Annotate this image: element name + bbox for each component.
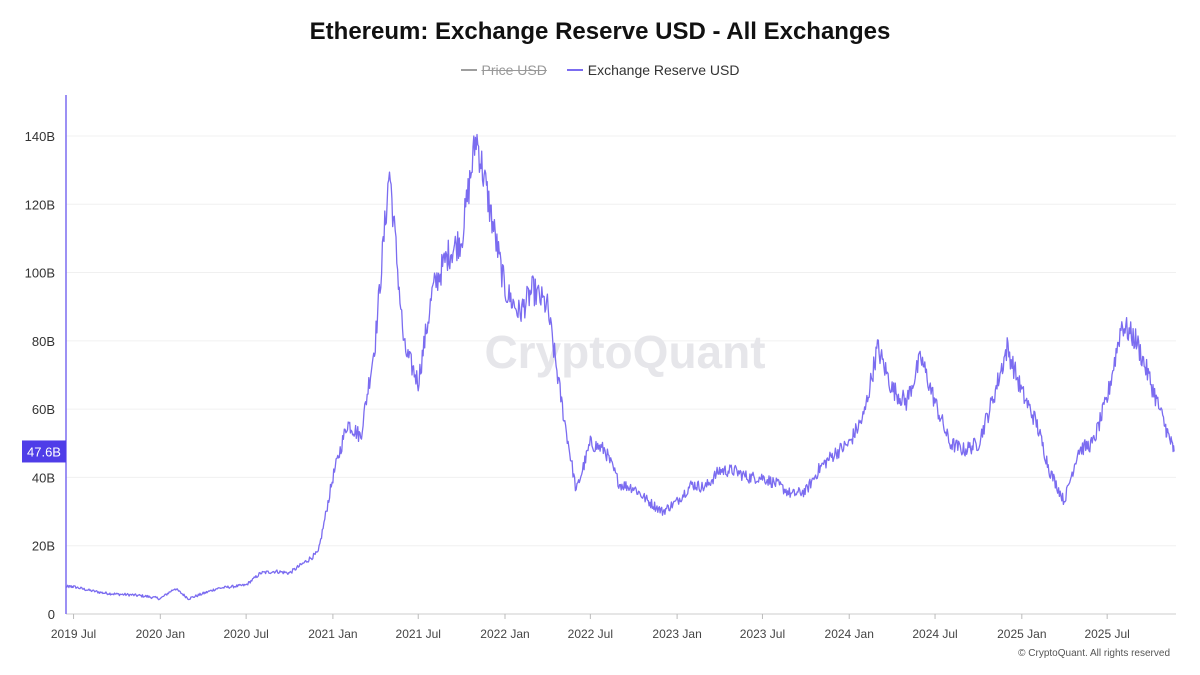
legend-item-exchange-reserve-usd[interactable]: Exchange Reserve USD bbox=[566, 62, 740, 78]
y-tick-label: 0 bbox=[48, 607, 55, 622]
x-tick-label: 2025 Jul bbox=[1084, 627, 1129, 641]
y-tick-label: 20B bbox=[32, 539, 55, 554]
x-tick-label: 2021 Jul bbox=[396, 627, 441, 641]
legend-swatch-exchange-reserve-usd bbox=[566, 69, 583, 71]
y-tick-label: 140B bbox=[25, 129, 55, 144]
value-labels: 47.6B bbox=[22, 440, 66, 463]
chart-legend: Price USD Exchange Reserve USD bbox=[0, 58, 1200, 78]
y-tick-label: 80B bbox=[32, 334, 55, 349]
axes: 0 20B 40B 60B 80B 100B 120B 140B 2019 Jul 2020 Ja… bbox=[25, 95, 1176, 641]
legend-label-exchange-reserve-usd: Exchange Reserve USD bbox=[587, 62, 740, 78]
x-tick-label: 2021 Jan bbox=[308, 627, 357, 641]
plot-area[interactable] bbox=[65, 133, 1175, 601]
x-tick-label: 2019 Jul bbox=[51, 627, 96, 641]
current-value-badge bbox=[22, 440, 66, 463]
x-tick-label: 2020 Jan bbox=[136, 627, 185, 641]
x-tick-label: 2023 Jul bbox=[740, 627, 785, 641]
y-tick-label: 120B bbox=[25, 197, 55, 212]
x-tick-label: 2022 Jan bbox=[480, 627, 529, 641]
x-tick-label: 2022 Jul bbox=[568, 627, 613, 641]
legend-swatch-price-usd bbox=[460, 69, 477, 71]
y-tick-label: 60B bbox=[32, 402, 55, 417]
y-tick-label: 100B bbox=[25, 266, 55, 281]
x-tick-label: 2020 Jul bbox=[223, 627, 268, 641]
y-tick-label: 40B bbox=[32, 470, 55, 485]
legend-item-price-usd[interactable]: Price USD bbox=[460, 62, 547, 78]
x-tick-label: 2024 Jul bbox=[912, 627, 957, 641]
x-tick-label: 2024 Jan bbox=[825, 627, 874, 641]
x-tick-label: 2023 Jan bbox=[652, 627, 701, 641]
legend-label-price-usd: Price USD bbox=[481, 62, 547, 78]
current-value-label: 47.6B bbox=[27, 444, 61, 459]
grid-lines bbox=[66, 135, 1176, 547]
x-tick-label: 2025 Jan bbox=[997, 627, 1046, 641]
chart-title: Ethereum: Exchange Reserve USD - All Exc… bbox=[309, 18, 891, 45]
series-line-exchange-reserve-usd[interactable] bbox=[65, 133, 1175, 601]
watermark: CryptoQuant bbox=[484, 326, 765, 378]
copyright-credit: © CryptoQuant. All rights reserved bbox=[1018, 648, 1170, 659]
